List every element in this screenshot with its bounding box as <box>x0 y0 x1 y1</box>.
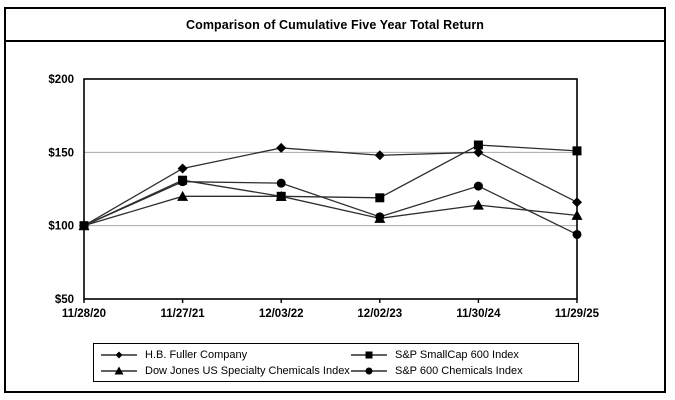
chart-title: Comparison of Cumulative Five Year Total… <box>185 17 485 32</box>
diamond-marker <box>115 351 123 358</box>
figure-border: Comparison of Cumulative Five Year Total… <box>4 7 666 393</box>
triangle-legend-marker-icon <box>101 365 137 377</box>
chart-title-box: Comparison of Cumulative Five Year Total… <box>6 9 664 42</box>
square-legend-marker-icon <box>351 349 387 361</box>
legend-label: S&P SmallCap 600 Index <box>395 348 519 361</box>
triangle-marker <box>114 366 124 374</box>
legend-item-s-p-smallcap-600-index: S&P SmallCap 600 Index <box>351 348 578 362</box>
circle-legend-marker-icon <box>351 365 387 377</box>
diamond-legend-marker-icon <box>101 349 137 361</box>
legend-label: S&P 600 Chemicals Index <box>395 364 523 377</box>
chart-legend: H.B. Fuller Company S&P SmallCap 600 Inde… <box>93 343 579 382</box>
legend-item-s-p-600-chemicals-index: S&P 600 Chemicals Index <box>351 364 578 378</box>
circle-marker <box>365 367 373 374</box>
legend-item-h-b-fuller-company: H.B. Fuller Company <box>101 348 351 362</box>
legend-label: H.B. Fuller Company <box>145 348 248 361</box>
legend-item-dow-jones-us-specialty-chemicals-index: Dow Jones US Specialty Chemicals Index <box>101 364 351 378</box>
legend-label: Dow Jones US Specialty Chemicals Index <box>145 364 350 377</box>
square-marker <box>365 351 373 358</box>
